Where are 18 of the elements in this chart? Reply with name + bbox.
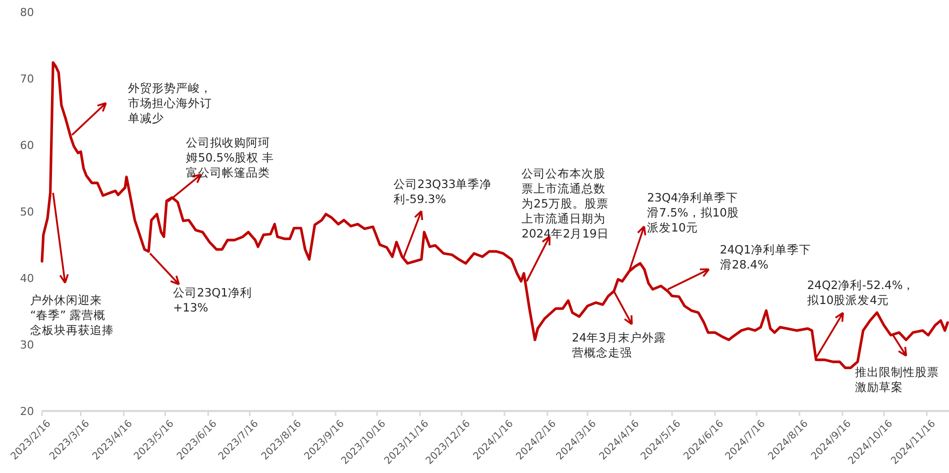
annotation: 24Q1净利单季下滑28.4% bbox=[720, 242, 811, 272]
annotation: 户外休闲迎来“春季” 露营概念板块再获追捧 bbox=[30, 292, 114, 337]
y-tick-label: 40 bbox=[20, 272, 34, 285]
annotation: 公司拟收购阿珂姆50.5%股权 丰富公司帐篷品类 bbox=[186, 136, 274, 180]
y-tick-label: 80 bbox=[20, 6, 34, 19]
y-tick-label: 50 bbox=[20, 205, 34, 218]
y-tick-label: 20 bbox=[20, 404, 34, 418]
annotation: 24Q2净利-52.4%，拟10股派发4元 bbox=[807, 278, 915, 307]
y-tick-label: 70 bbox=[20, 72, 34, 86]
annotation: 外贸形势严峻，市场担心海外订单减少 bbox=[128, 81, 212, 125]
annotation: 公司23Q1净利+13% bbox=[173, 285, 252, 314]
y-tick-label: 60 bbox=[20, 138, 34, 152]
annotation: 公司23Q33单季净利-59.3% bbox=[393, 177, 492, 206]
annotation: 公司公布本次股票上市流通总数为25万股。股票上市流通日期为2024年2月19日 bbox=[522, 166, 609, 240]
y-tick-label: 30 bbox=[20, 338, 34, 352]
annotation: 24年3月末户外露营概念走强 bbox=[572, 330, 666, 360]
annotation: 推出限制性股票激励草案 bbox=[855, 364, 940, 394]
annotation: 23Q4净利单季下滑7.5%，拟10股派发10元 bbox=[647, 190, 739, 234]
